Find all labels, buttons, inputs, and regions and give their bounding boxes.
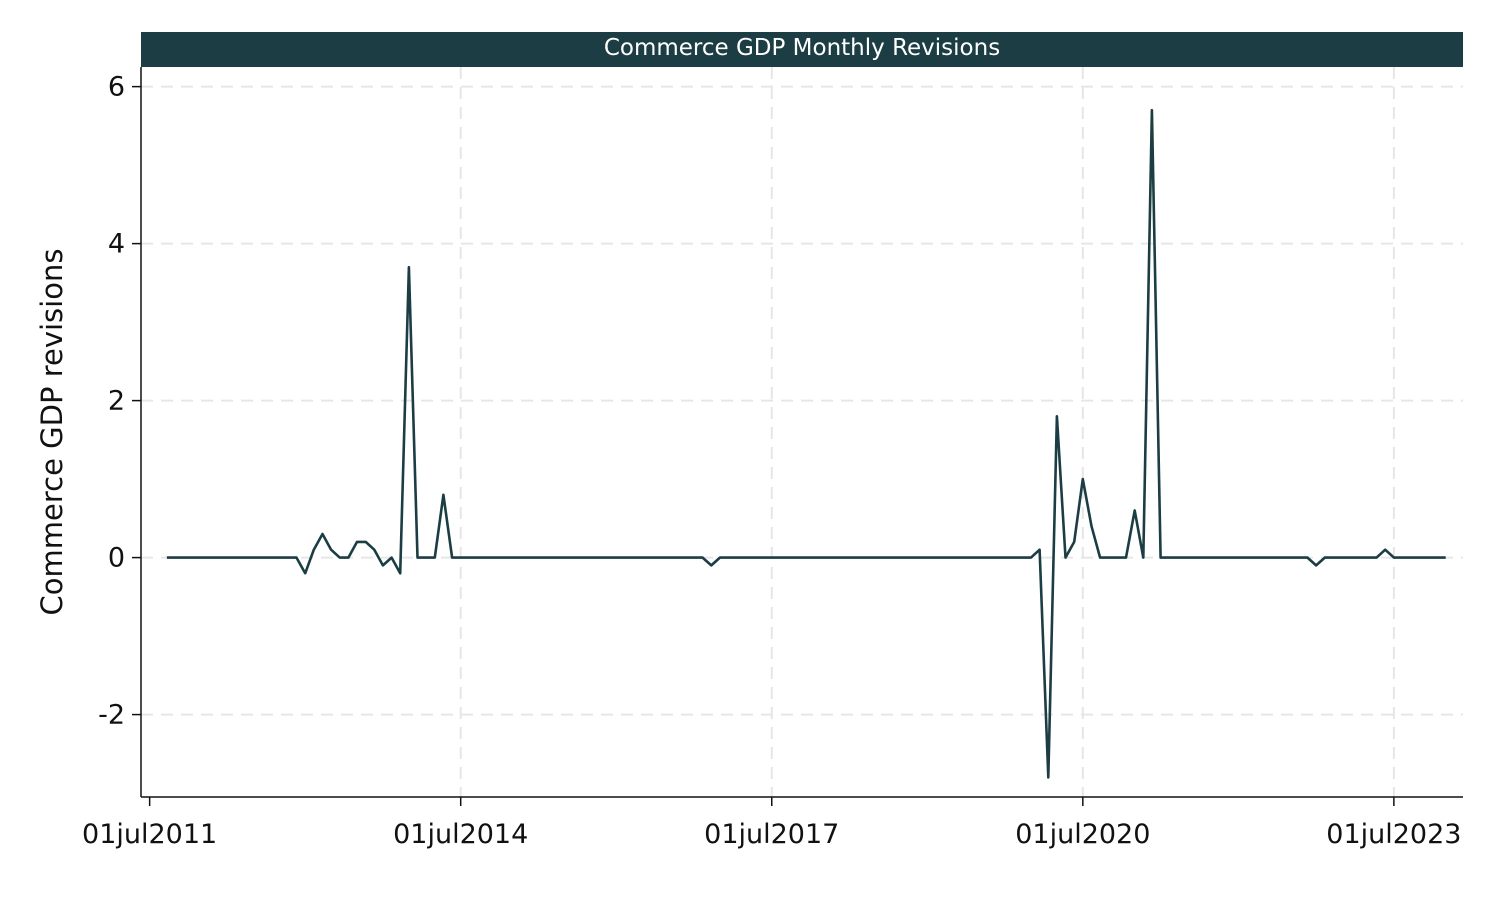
series-line [166, 108, 1446, 779]
y-tick-label: -2 [98, 700, 125, 731]
axes: -2 0 2 4 6 01jul2011 01jul2014 01jul2017 01jul20… [82, 67, 1463, 850]
chart-title-bar [141, 32, 1463, 67]
y-tick-label: 6 [108, 72, 125, 103]
gridlines [141, 67, 1463, 797]
x-tick-label: 01jul2020 [1015, 819, 1150, 850]
x-tick-label: 01jul2023 [1326, 819, 1461, 850]
x-tick-label: 01jul2014 [393, 819, 528, 850]
series [166, 108, 1446, 779]
y-tick-label: 0 [108, 543, 125, 574]
y-tick-label: 2 [108, 386, 125, 417]
y-tick-label: 4 [108, 229, 125, 260]
y-axis-label: Commerce GDP revisions [35, 249, 69, 616]
chart-title: Commerce GDP Monthly Revisions [604, 35, 1000, 61]
x-tick-label: 01jul2017 [704, 819, 839, 850]
x-tick-label: 01jul2011 [82, 819, 217, 850]
